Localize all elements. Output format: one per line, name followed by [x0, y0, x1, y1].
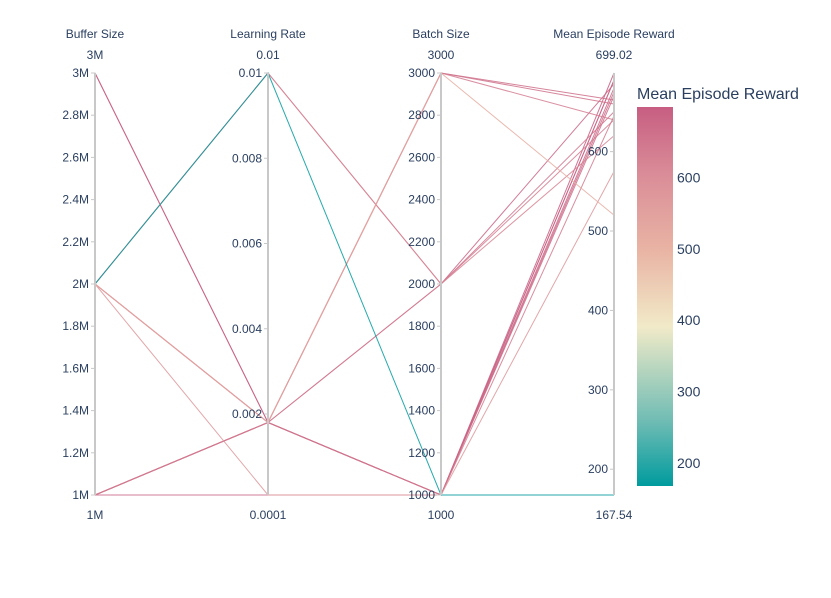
axis-tick-label: 1.2M: [62, 446, 89, 460]
axis-range-max: 3M: [87, 48, 104, 62]
axes: Buffer Size 3M 1M 3M 2.8M 2.6M 2.4M 2.2M 2M 1.8M 1…: [62, 27, 674, 522]
axis-tick-label: 2.4M: [62, 193, 89, 207]
axis-title: Buffer Size: [66, 27, 125, 41]
axis-range-max: 3000: [428, 48, 455, 62]
axis-tick-label: 600: [588, 145, 608, 159]
axis-title: Mean Episode Reward: [553, 27, 674, 41]
run-line[interactable]: [94, 119, 615, 496]
run-line[interactable]: [94, 95, 615, 496]
axis-tick-label: 0.008: [232, 151, 262, 165]
axis-tick-label: 3M: [72, 66, 89, 80]
axis-tick-label: 1M: [72, 488, 89, 502]
axis-range-min: 0.0001: [250, 508, 287, 522]
colorbar-tick-label: 500: [677, 241, 701, 257]
axis-tick-label: 1.4M: [62, 404, 89, 418]
colorbar: Mean Episode Reward 600 500 400 300 200: [637, 86, 799, 486]
axis-reward[interactable]: Mean Episode Reward 699.02 167.54 600 500 400…: [553, 27, 674, 522]
axis-tick-label: 2.6M: [62, 150, 89, 164]
colorbar-tick-label: 600: [677, 170, 701, 186]
run-lines: [94, 72, 615, 496]
axis-range-max: 699.02: [596, 48, 633, 62]
axis-tick-label: 2M: [72, 277, 89, 291]
axis-tick-label: 1400: [408, 404, 435, 418]
colorbar-tick-label: 300: [677, 384, 701, 400]
axis-tick-label: 0.006: [232, 237, 262, 251]
run-line[interactable]: [94, 83, 615, 496]
axis-title: Learning Rate: [230, 27, 306, 41]
colorbar-title: Mean Episode Reward: [637, 86, 799, 103]
axis-tick-label: 400: [588, 303, 608, 317]
colorbar-tick-label: 400: [677, 312, 701, 328]
axis-tick-label: 2.2M: [62, 235, 89, 249]
axis-tick-label: 1000: [408, 488, 435, 502]
run-line[interactable]: [94, 72, 614, 496]
axis-tick-label: 1800: [408, 319, 435, 333]
run-line[interactable]: [94, 115, 615, 496]
axis-tick-label: 0.004: [232, 322, 262, 336]
axis-tick-label: 1600: [408, 361, 435, 375]
axis-lr[interactable]: Learning Rate 0.01 0.0001 0.01 0.008 0.006 0.0…: [230, 27, 306, 522]
colorbar-ticks: 600 500 400 300 200: [677, 170, 701, 471]
run-line[interactable]: [94, 72, 615, 424]
axis-tick-label: 0.01: [239, 66, 263, 80]
axis-tick-label: 1.8M: [62, 319, 89, 333]
run-line[interactable]: [94, 91, 615, 496]
axis-tick-label: 2200: [408, 235, 435, 249]
axis-tick-label: 200: [588, 462, 608, 476]
colorbar-gradient: [637, 107, 673, 486]
axis-tick-label: 2400: [408, 193, 435, 207]
axis-tick-label: 2600: [408, 150, 435, 164]
axis-range-min: 167.54: [596, 508, 633, 522]
run-line[interactable]: [95, 87, 615, 496]
axis-tick-label: 0.002: [232, 407, 262, 421]
run-line[interactable]: [94, 171, 615, 496]
axis-title: Batch Size: [412, 27, 470, 41]
axis-range-min: 1M: [87, 508, 104, 522]
axis-tick-label: 1200: [408, 446, 435, 460]
axis-tick-label: 3000: [408, 66, 435, 80]
axis-batch[interactable]: Batch Size 3000 1000 3000 2800 2600 2400 2200 20…: [408, 27, 470, 522]
axis-tick-label: 300: [588, 383, 608, 397]
run-line[interactable]: [94, 72, 615, 285]
axis-buffer[interactable]: Buffer Size 3M 1M 3M 2.8M 2.6M 2.4M 2.2M 2M 1.8M 1…: [62, 27, 124, 522]
axis-tick-label: 2800: [408, 108, 435, 122]
axis-tick-label: 1.6M: [62, 361, 89, 375]
axis-range-min: 1000: [428, 508, 455, 522]
axis-tick-label: 500: [588, 224, 608, 238]
colorbar-tick-label: 200: [677, 455, 701, 471]
axis-range-max: 0.01: [256, 48, 280, 62]
axis-tick-label: 2.8M: [62, 108, 89, 122]
axis-tick-label: 2000: [408, 277, 435, 291]
